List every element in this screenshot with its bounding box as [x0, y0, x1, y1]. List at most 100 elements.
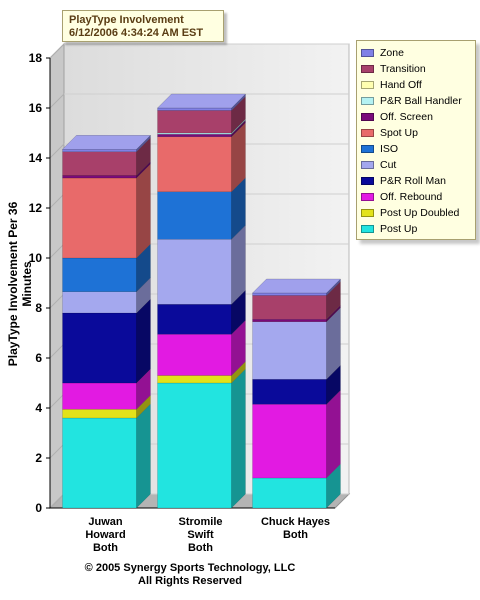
bar-segment-zone — [252, 292, 327, 296]
legend-item: P&R Roll Man — [361, 173, 471, 189]
bar-segment-cut — [62, 291, 137, 314]
chart-timestamp: 6/12/2006 4:34:24 AM EST — [69, 27, 204, 39]
gridline-side — [49, 443, 65, 459]
legend-label: Off. Screen — [380, 111, 433, 123]
bar-segment-cut — [252, 321, 327, 380]
x-tick-label-line: Chuck Hayes — [260, 516, 331, 528]
bar-segment-post-up — [157, 382, 232, 509]
bar-segment-off-screen — [252, 319, 327, 322]
bar-segment-transition — [157, 110, 232, 134]
legend-swatch — [361, 209, 374, 217]
bar-segment-post-up — [252, 477, 327, 509]
bar-segment-iso — [157, 191, 232, 240]
legend-item: P&R Ball Handler — [361, 93, 471, 109]
x-tick-label-line: Both — [92, 542, 119, 554]
bar-segment-zone — [62, 149, 137, 152]
bar-top-face — [156, 93, 247, 109]
bar-segment-off-rebound — [252, 404, 327, 479]
bar-side-post-up — [136, 403, 151, 509]
gridline-side — [49, 343, 65, 359]
legend-item: Cut — [361, 157, 471, 173]
bar-segment-p-r-roll-man — [157, 304, 232, 335]
x-tick-label-line: Howard — [85, 529, 126, 541]
gridline-side — [49, 193, 65, 209]
gridline-side — [49, 143, 65, 159]
bar-segment-spot-up — [62, 177, 137, 259]
bar-segment-off-screen — [157, 134, 232, 137]
x-tick-label: Juwan Howard Both — [66, 516, 146, 555]
legend-swatch — [361, 65, 374, 73]
legend: Zone Transition Hand Off P&R Ball Handler Of… — [356, 40, 476, 240]
legend-label: Cut — [380, 159, 397, 171]
y-tick-label: 14 — [29, 151, 43, 165]
y-tick-label: 12 — [29, 201, 43, 215]
legend-swatch — [361, 113, 374, 121]
bar-segment-off-screen — [62, 175, 137, 179]
x-tick-label: Chuck Hayes Both — [256, 516, 336, 542]
x-tick-label-line: Both — [187, 542, 214, 554]
legend-item: Post Up — [361, 221, 471, 237]
legend-swatch — [361, 161, 374, 169]
legend-label: P&R Ball Handler — [380, 95, 462, 107]
x-tick-label: Stromile Swift Both — [161, 516, 241, 555]
legend-label: Zone — [380, 47, 404, 59]
gridline-side — [49, 293, 65, 309]
y-tick-label: 2 — [35, 451, 42, 465]
bar-segment-transition — [252, 295, 327, 320]
legend-swatch — [361, 225, 374, 233]
y-tick-label: 16 — [29, 101, 43, 115]
legend-item: Zone — [361, 45, 471, 61]
legend-label: Transition — [380, 63, 426, 75]
legend-label: P&R Roll Man — [380, 175, 446, 187]
x-tick-label-line: Juwan — [88, 516, 123, 528]
bar-segment-off-rebound — [62, 382, 137, 410]
legend-swatch — [361, 97, 374, 105]
legend-swatch — [361, 129, 374, 137]
x-tick-label-line: Swift — [187, 529, 214, 541]
legend-swatch — [361, 193, 374, 201]
chart-title-box: PlayType Involvement 6/12/2006 4:34:24 A… — [62, 10, 224, 42]
x-tick-label-line: Both — [282, 529, 309, 541]
bar-segment-off-rebound — [157, 334, 232, 376]
legend-swatch — [361, 81, 374, 89]
legend-label: Hand Off — [380, 79, 422, 91]
gridline-side — [49, 243, 65, 259]
legend-label: ISO — [380, 143, 399, 155]
legend-label: Post Up — [380, 223, 418, 235]
legend-item: ISO — [361, 141, 471, 157]
y-tick-label: 10 — [29, 251, 43, 265]
bar-segment-post-up-doubled — [62, 409, 137, 419]
plot-side-wall — [49, 42, 65, 510]
bar-segment-post-up — [62, 417, 137, 509]
x-tick-label-line: Stromile — [178, 516, 223, 528]
copyright-line1: © 2005 Synergy Sports Technology, LLC — [84, 562, 296, 574]
bar-segment-iso — [62, 257, 137, 292]
bar-top-face — [251, 278, 342, 294]
bar-segment-p-r-roll-man — [62, 312, 137, 384]
gridline-side — [49, 43, 65, 59]
y-tick-label: 18 — [29, 51, 43, 65]
gridline-side — [49, 393, 65, 409]
legend-label: Spot Up — [380, 127, 418, 139]
y-tick-label: 4 — [35, 401, 42, 415]
y-tick-label: 6 — [35, 351, 42, 365]
gridline-side — [49, 93, 65, 109]
copyright-line2: All Rights Reserved — [138, 575, 242, 587]
bar-side-off-rebound — [326, 389, 341, 479]
legend-item: Post Up Doubled — [361, 205, 471, 221]
bar-segment-spot-up — [157, 136, 232, 192]
legend-item: Spot Up — [361, 125, 471, 141]
copyright: © 2005 Synergy Sports Technology, LLC Al… — [40, 562, 340, 588]
bar-segment-transition — [62, 151, 137, 176]
legend-item: Transition — [361, 61, 471, 77]
bar-segment-cut — [157, 239, 232, 305]
bar-segment-zone — [157, 107, 232, 111]
legend-swatch — [361, 177, 374, 185]
legend-swatch — [361, 49, 374, 57]
bar-segment-p-r-roll-man — [252, 379, 327, 405]
y-axis-title: PlayType Involvement Per 36 Minutes — [6, 201, 34, 367]
legend-label: Off. Rebound — [380, 191, 443, 203]
bar-top-face — [61, 135, 152, 150]
legend-swatch — [361, 145, 374, 153]
